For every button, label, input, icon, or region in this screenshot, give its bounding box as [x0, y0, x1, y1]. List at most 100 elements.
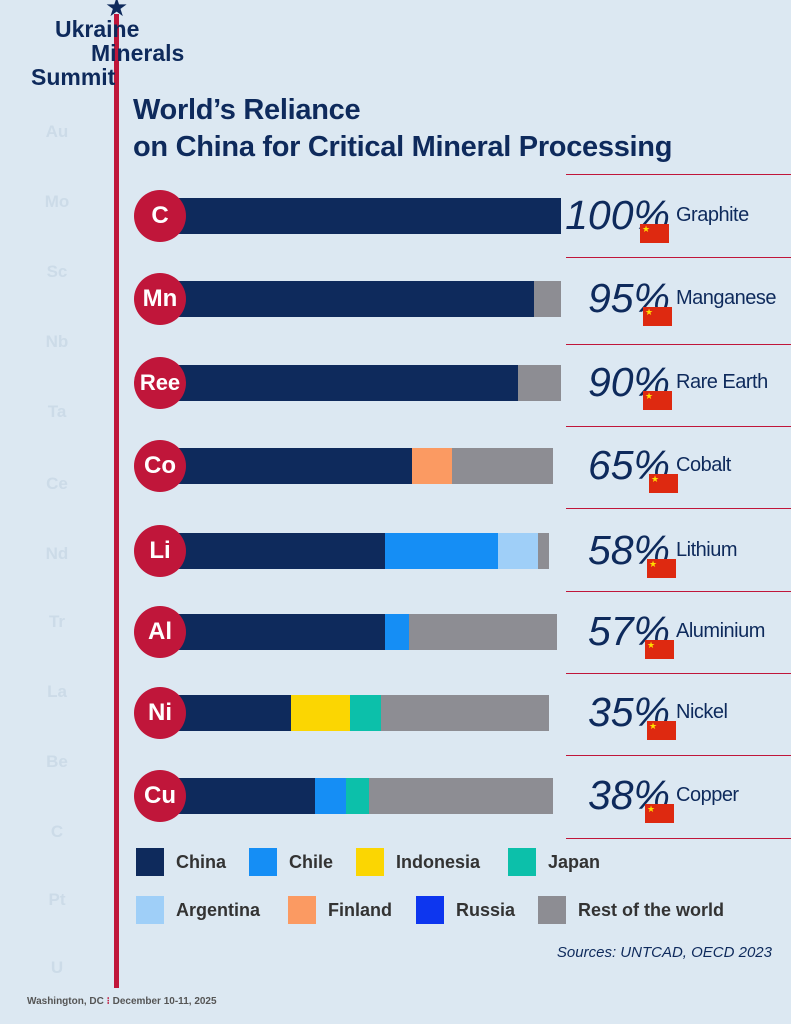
bar-track [170, 614, 561, 650]
legend-item: Argentina [136, 896, 260, 924]
bar-track [170, 533, 561, 569]
legend-swatch [508, 848, 536, 876]
element-symbol-badge: C [134, 190, 186, 242]
bar-segment-rest [537, 533, 550, 569]
row-separator [566, 174, 791, 175]
background-element-symbol: U [50, 958, 64, 977]
mineral-name-label: Copper [676, 784, 739, 806]
background-element-symbol: Be [46, 752, 68, 771]
row-separator [566, 838, 791, 839]
background-element-symbol: Tr [48, 612, 66, 631]
bar-segment-china [170, 778, 315, 814]
china-flag-icon: ★ [645, 804, 674, 823]
star-icon: ★ [105, 0, 129, 22]
bar-segment-chile [385, 533, 499, 569]
legend-swatch [356, 848, 384, 876]
legend-swatch [538, 896, 566, 924]
legend-item: Chile [249, 848, 333, 876]
legend-label: Russia [456, 899, 516, 920]
china-flag-icon: ★ [643, 391, 672, 410]
background-element-symbol: Nd [45, 544, 69, 563]
bar-segment-chile [314, 778, 346, 814]
legend-swatch [416, 896, 444, 924]
chart-title-line-1: World’s Reliance [133, 94, 361, 126]
mineral-name-label: Rare Earth [676, 371, 768, 393]
footer-location: Washington, DC [27, 996, 104, 1007]
background-element-symbol: C [50, 822, 64, 841]
element-symbol-badge: Ree [134, 357, 186, 409]
legend-label: Chile [289, 851, 334, 872]
china-flag-icon: ★ [649, 474, 678, 493]
legend-item: China [136, 848, 226, 876]
background-element-symbol: Ce [46, 474, 68, 493]
element-symbol-badge: Cu [134, 770, 186, 822]
sources-note: Sources: UNTCAD, OECD 2023 [556, 944, 772, 961]
chart-title-line-2: on China for Critical Mineral Processing [133, 131, 673, 163]
legend-item: Finland [288, 896, 392, 924]
row-separator [566, 508, 791, 509]
element-symbol-badge: Al [134, 606, 186, 658]
legend-label: Indonesia [396, 851, 481, 872]
background-element-symbol: Mo [44, 192, 70, 211]
bar-segment-china [170, 448, 413, 484]
bar-track [170, 198, 561, 234]
footer-dates: December 10-11, 2025 [112, 996, 217, 1007]
row-separator [566, 426, 791, 427]
bar-segment-rest [517, 365, 561, 401]
event-footer: Washington, DC ⁝ December 10-11, 2025 [27, 996, 217, 1007]
legend-swatch [249, 848, 277, 876]
mineral-name-label: Manganese [676, 287, 777, 309]
element-symbol-badge: Li [134, 525, 186, 577]
bar-track [170, 695, 561, 731]
legend-label: China [176, 851, 227, 872]
bar-segment-rest [533, 281, 561, 317]
bar-segment-rest [381, 695, 550, 731]
china-flag-icon: ★ [647, 721, 676, 740]
legend-item: Japan [508, 848, 600, 876]
row-separator [566, 591, 791, 592]
bar-segment-japan [349, 695, 382, 731]
vertical-accent-line [114, 14, 119, 988]
background-element-symbol: Pt [48, 890, 66, 909]
bar-segment-china [170, 198, 561, 234]
logo-line-minerals: Minerals [91, 40, 185, 66]
mineral-name-label: Cobalt [676, 454, 731, 476]
bar-track [170, 448, 561, 484]
legend-item: Indonesia [356, 848, 480, 876]
bar-track [170, 281, 561, 317]
row-separator [566, 344, 791, 345]
background-element-symbol: Sc [46, 262, 68, 281]
row-separator [566, 257, 791, 258]
bar-segment-indonesia [291, 695, 350, 731]
legend-swatch [136, 896, 164, 924]
legend-item: Rest of the world [538, 896, 724, 924]
china-flag-icon: ★ [647, 559, 676, 578]
legend-item: Russia [416, 896, 515, 924]
background-element-symbol: Au [45, 122, 69, 141]
row-separator [566, 755, 791, 756]
bar-track [170, 778, 561, 814]
mineral-name-label: Graphite [676, 204, 749, 226]
bar-segment-argentina [498, 533, 538, 569]
legend-label: Argentina [176, 899, 261, 920]
legend-swatch [136, 848, 164, 876]
legend-label: Rest of the world [578, 899, 725, 920]
element-symbol-badge: Co [134, 440, 186, 492]
legend-swatch [288, 896, 316, 924]
element-symbol-badge: Ni [134, 687, 186, 739]
background-element-symbol: Nb [45, 332, 69, 351]
legend-label: Japan [548, 851, 601, 872]
bar-segment-rest [408, 614, 558, 650]
china-flag-icon: ★ [645, 640, 674, 659]
bar-segment-china [170, 533, 386, 569]
footer-divider: ⁝ [106, 996, 113, 1007]
bar-segment-china [170, 695, 292, 731]
element-symbol-badge: Mn [134, 273, 186, 325]
bar-segment-china [170, 281, 534, 317]
china-flag-icon: ★ [643, 307, 672, 326]
bar-segment-rest [451, 448, 554, 484]
mineral-name-label: Nickel [676, 701, 728, 723]
bar-segment-finland [412, 448, 452, 484]
bar-segment-china [170, 365, 518, 401]
bar-segment-chile [385, 614, 409, 650]
